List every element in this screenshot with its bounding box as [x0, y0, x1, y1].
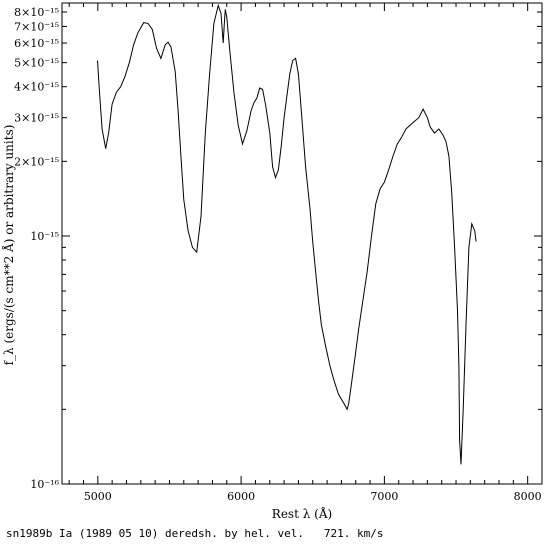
y-tick-label: 6×10⁻¹⁵: [14, 37, 59, 50]
spectrum-line: [97, 3, 477, 465]
y-tick-label: 7×10⁻¹⁵: [14, 20, 59, 33]
y-tick-label: 3×10⁻¹⁵: [14, 112, 59, 125]
plot-frame: [61, 2, 543, 485]
x-tick-label: 7000: [370, 490, 398, 503]
y-tick-label: 4×10⁻¹⁵: [14, 81, 59, 94]
y-tick-label: 10⁻¹⁵: [30, 230, 59, 243]
tick-marks: [62, 3, 543, 485]
y-tick-label: 10⁻¹⁶: [30, 478, 59, 491]
tick-labels: 5000 6000 7000 8000 10⁻¹⁶ 10⁻¹⁵ 2×10⁻¹⁵ 3×10⁻¹⁵…: [14, 6, 542, 503]
spectrum-caption: sn1989b Ia (1989 05 10) deredsh. by hel.…: [6, 527, 384, 540]
x-axis-label: Rest λ (Å): [272, 506, 332, 521]
x-tick-label: 5000: [84, 490, 112, 503]
y-tick-label: 2×10⁻¹⁵: [14, 155, 59, 168]
y-axis-label: f_λ (ergs/(s cm**2 Å) or arbitrary units…: [1, 125, 16, 366]
y-tick-label: 8×10⁻¹⁵: [14, 6, 59, 19]
x-tick-label: 8000: [514, 490, 542, 503]
x-tick-label: 6000: [227, 490, 255, 503]
y-tick-label: 5×10⁻¹⁵: [14, 57, 59, 70]
